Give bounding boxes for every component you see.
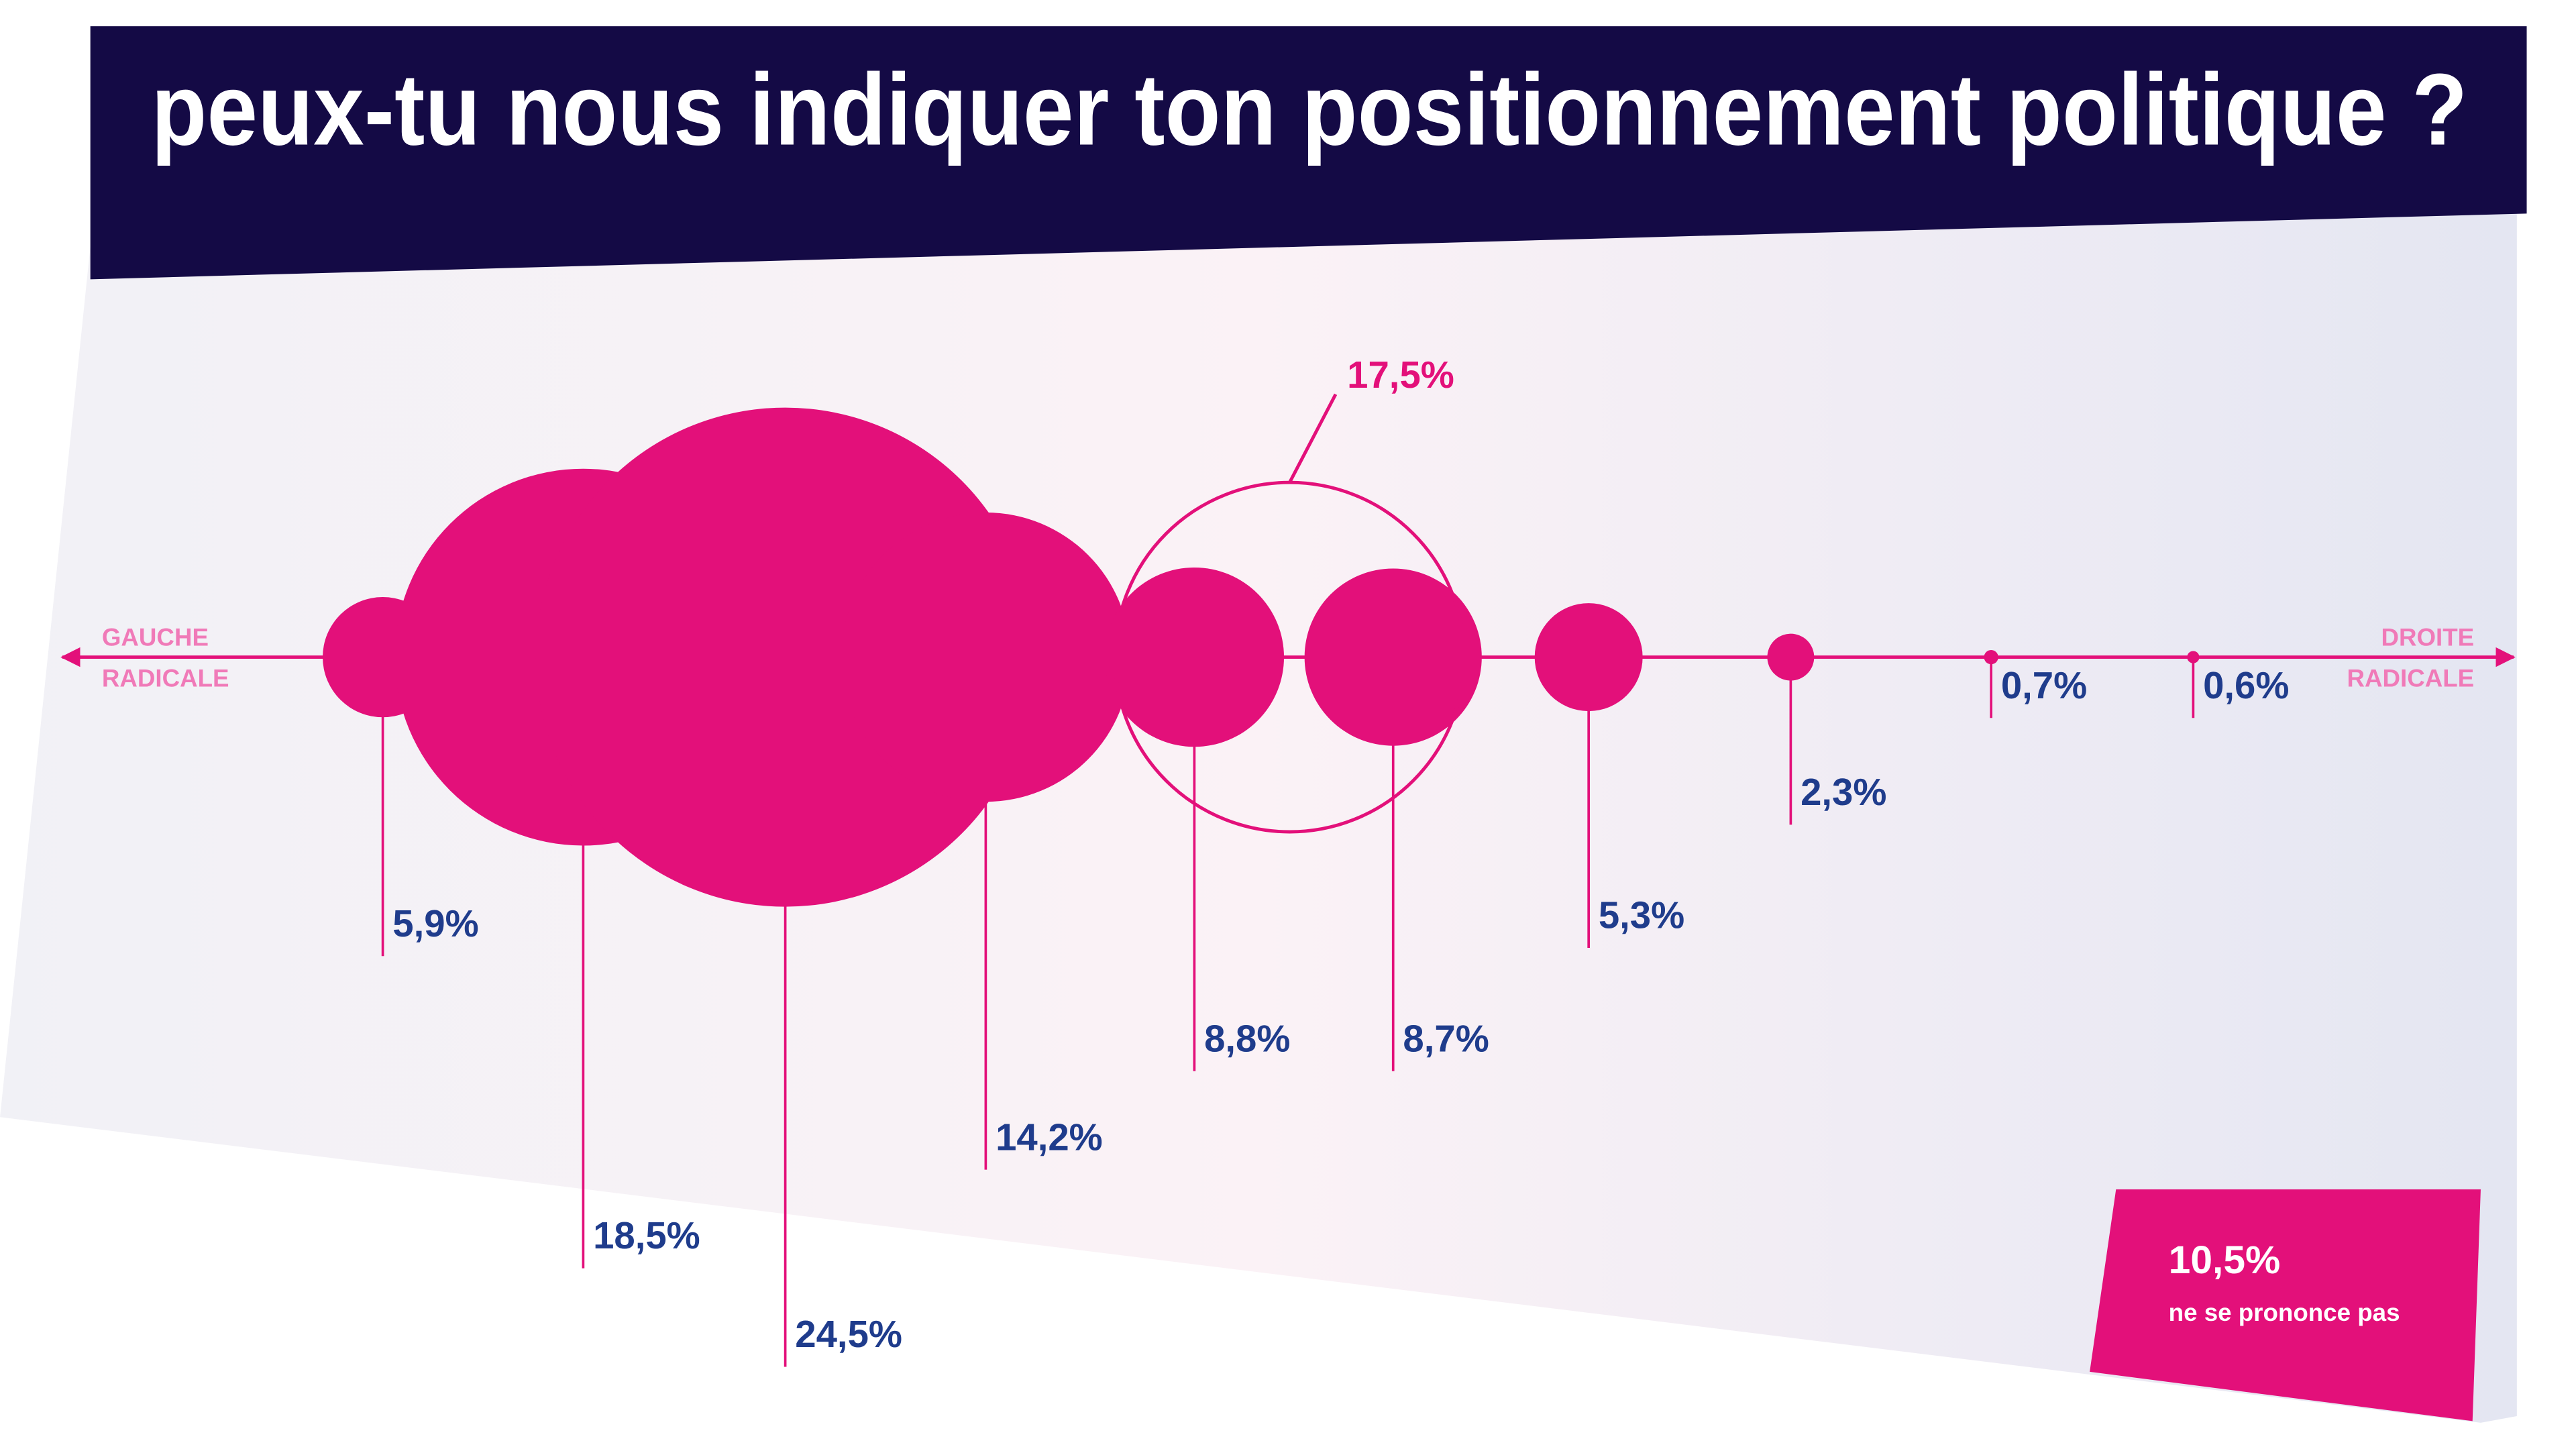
value-label: 8,7%: [1403, 1017, 1489, 1059]
bubble: [1767, 633, 1815, 681]
bubble: [841, 512, 1130, 802]
no-answer-value: 10,5%: [2169, 1238, 2281, 1282]
group-label: 17,5%: [1347, 354, 1454, 396]
value-label: 5,9%: [392, 902, 478, 945]
axis-left-label: GAUCHE: [102, 623, 209, 651]
bubbles: 5,9% 18,5% 24,5% 14,2% 8,8% 8,7% 5,3% 2,3% 0,7% 0…: [323, 354, 2289, 1367]
group-leader: [1288, 393, 1338, 484]
value-label: 0,7%: [2001, 664, 2087, 706]
no-answer-box: [2090, 1189, 2481, 1421]
value-label: 18,5%: [593, 1214, 700, 1256]
bubble: [1984, 649, 1998, 665]
axis-right-label: DROITE: [2381, 623, 2474, 651]
value-label: 2,3%: [1801, 771, 1886, 813]
bubble: [1304, 568, 1482, 746]
axis-left-label: RADICALE: [102, 665, 229, 692]
value-label: 5,3%: [1599, 894, 1684, 936]
title-banner: [90, 26, 2527, 280]
axis-right-label: RADICALE: [2347, 665, 2474, 692]
bubble: [2187, 651, 2200, 663]
bubble: [1104, 567, 1285, 747]
value-label: 8,8%: [1204, 1017, 1290, 1059]
value-label: 14,2%: [996, 1116, 1103, 1158]
value-label: 24,5%: [795, 1313, 902, 1355]
bubble: [1534, 603, 1643, 712]
chart-title: peux-tu nous indiquer ton positionnement…: [151, 54, 2467, 167]
bubble: [535, 407, 1035, 907]
value-label: 0,6%: [2203, 664, 2289, 706]
no-answer-text: ne se prononce pas: [2169, 1299, 2400, 1326]
